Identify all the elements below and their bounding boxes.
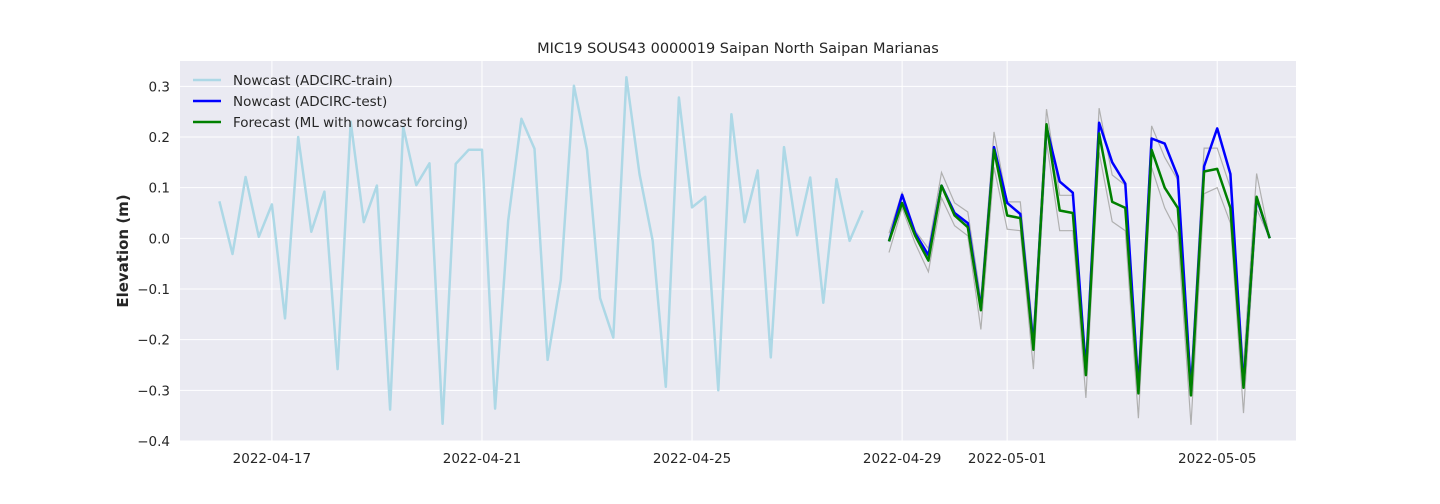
plot-area (180, 61, 1296, 441)
y-tick-label: 0.2 (149, 130, 170, 146)
ensemble-member-line (888, 142, 1271, 425)
chart-title: MIC19 SOUS43 0000019 Saipan North Saipan… (537, 41, 939, 57)
x-tick-label: 2022-04-25 (653, 451, 731, 467)
y-tick-label: −0.1 (137, 282, 170, 298)
legend-label: Nowcast (ADCIRC-train) (233, 73, 393, 89)
y-tick-label: −0.2 (137, 333, 170, 349)
y-tick-label: 0.1 (149, 181, 170, 197)
y-tick-labels: −0.4 −0.3 −0.2 −0.1 0.0 0.1 0.2 0.3 (137, 79, 170, 450)
series-line-forecast (887, 123, 1271, 397)
series-lines (218, 75, 1271, 426)
legend-label: Forecast (ML with nowcast forcing) (233, 115, 468, 131)
x-tick-label: 2022-04-29 (863, 451, 941, 467)
series-line-train (218, 75, 864, 426)
y-tick-label: −0.3 (137, 383, 170, 399)
x-tick-label: 2022-04-21 (443, 451, 521, 467)
legend-label: Nowcast (ADCIRC-test) (233, 94, 387, 110)
y-tick-label: 0.0 (149, 231, 170, 247)
x-tick-label: 2022-05-01 (968, 451, 1046, 467)
y-axis-label: Elevation (m) (114, 194, 132, 307)
y-tick-label: −0.4 (137, 434, 170, 450)
grid (180, 61, 1296, 442)
y-tick-label: 0.3 (149, 79, 170, 95)
legend: Nowcast (ADCIRC-train) Nowcast (ADCIRC-te… (193, 73, 468, 131)
x-tick-label: 2022-04-17 (233, 451, 311, 467)
x-tick-label: 2022-05-05 (1178, 451, 1256, 467)
x-tick-labels: 2022-04-17 2022-04-21 2022-04-25 2022-04-29… (233, 451, 1257, 467)
